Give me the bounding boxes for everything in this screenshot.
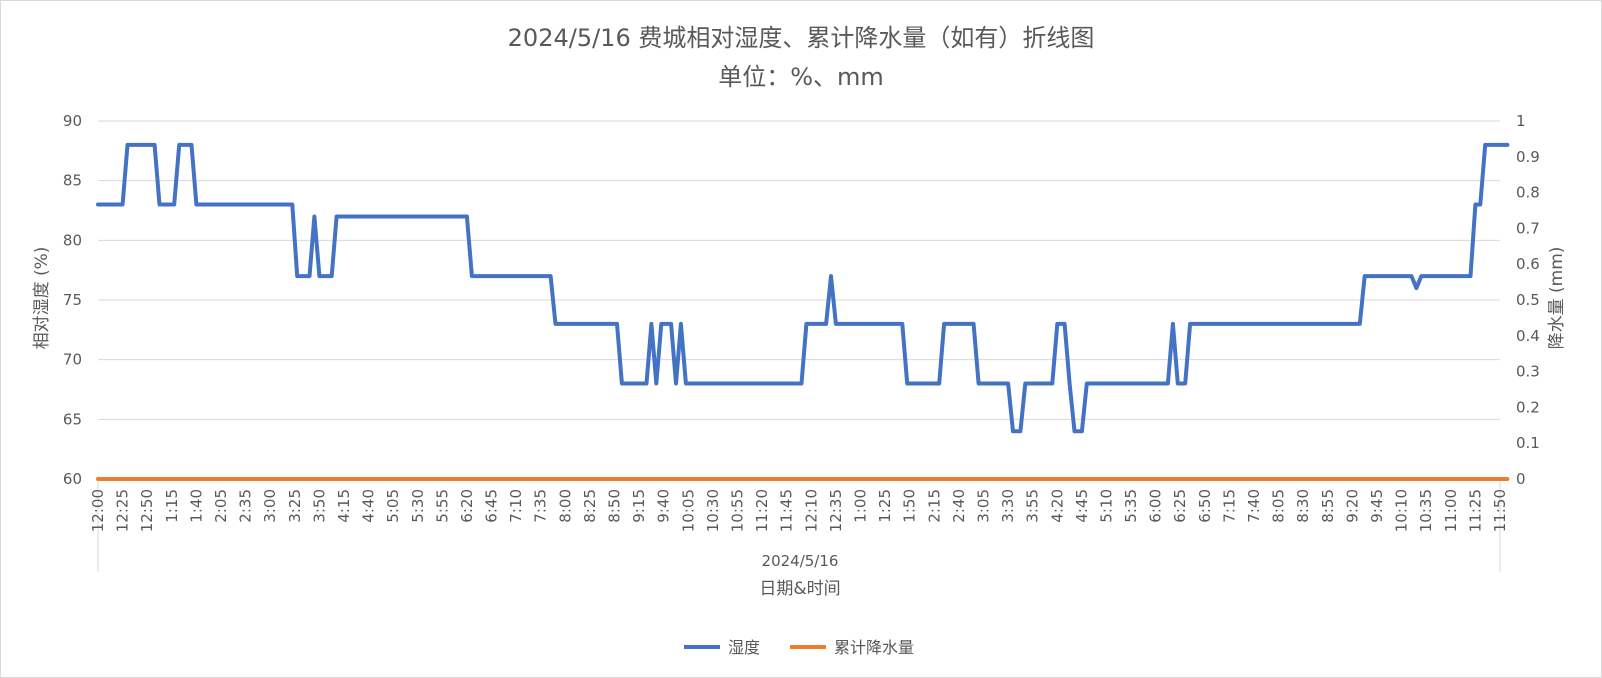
y-right-tick-label: 0.9 xyxy=(1516,148,1540,166)
x-tick-label: 10:55 xyxy=(729,489,747,532)
x-tick-label: 6:50 xyxy=(1196,489,1214,523)
x-tick-label: 10:10 xyxy=(1393,489,1411,532)
y-right-tick-label: 0.8 xyxy=(1516,184,1540,202)
x-tick-label: 3:55 xyxy=(1024,489,1042,523)
y-left-tick-label: 65 xyxy=(63,410,82,428)
chart-subtitle: 单位：%、mm xyxy=(718,63,884,91)
y-right-tick-label: 0.6 xyxy=(1516,255,1540,273)
y-left-tick-label: 75 xyxy=(63,291,82,309)
y-right-tick-label: 0.7 xyxy=(1516,219,1540,237)
x-tick-label: 6:45 xyxy=(483,489,501,523)
x-tick-label: 8:00 xyxy=(556,489,574,523)
series-line-humidity xyxy=(96,142,1510,434)
y-right-tick-label: 0.5 xyxy=(1516,291,1540,309)
x-tick-label: 11:50 xyxy=(1491,489,1509,532)
x-tick-label: 8:25 xyxy=(581,489,599,523)
x-tick-label: 1:40 xyxy=(187,489,205,523)
x-tick-label: 12:25 xyxy=(114,489,132,532)
x-tick-label: 4:15 xyxy=(335,489,353,523)
gridlines xyxy=(98,120,1500,480)
y-left-tick-label: 85 xyxy=(63,172,82,190)
y-right-tick-label: 0.3 xyxy=(1516,363,1540,381)
x-tick-label: 8:30 xyxy=(1294,489,1312,523)
y-right-tick-label: 0.1 xyxy=(1516,434,1540,452)
y-axis-left: 60 65 70 75 80 85 90 xyxy=(63,112,82,488)
x-tick-label: 12:50 xyxy=(138,489,156,532)
x-tick-label: 1:25 xyxy=(876,489,894,523)
x-tick-label: 3:50 xyxy=(310,489,328,523)
x-group-label: 2024/5/16 xyxy=(762,552,839,570)
x-tick-label: 7:35 xyxy=(532,489,550,523)
x-tick-label: 3:30 xyxy=(999,489,1017,523)
series-lines xyxy=(96,142,1510,481)
x-tick-label: 4:40 xyxy=(360,489,378,523)
x-tick-label: 11:45 xyxy=(778,489,796,532)
y-right-tick-label: 0.4 xyxy=(1516,327,1540,345)
x-tick-label: 12:00 xyxy=(89,489,107,532)
x-tick-label: 10:05 xyxy=(679,489,697,532)
x-tick-label: 3:00 xyxy=(261,489,279,523)
legend-label-humidity: 湿度 xyxy=(728,638,760,657)
x-tick-label: 11:20 xyxy=(753,489,771,532)
x-tick-label: 8:05 xyxy=(1270,489,1288,523)
x-tick-label: 7:15 xyxy=(1220,489,1238,523)
x-tick-label: 1:50 xyxy=(901,489,919,523)
x-tick-label: 1:00 xyxy=(851,489,869,523)
x-tick-label: 5:10 xyxy=(1097,489,1115,523)
x-tick-label: 3:25 xyxy=(286,489,304,523)
x-tick-label: 5:55 xyxy=(433,489,451,523)
x-tick-label: 9:15 xyxy=(630,489,648,523)
legend-label-precip: 累计降水量 xyxy=(834,638,914,657)
x-tick-label: 10:35 xyxy=(1417,489,1435,532)
x-axis: 12:00 12:25 12:50 1:15 1:40 2:05 2:35 3:00 3:25 3… xyxy=(89,479,1509,572)
chart-title: 2024/5/16 费城相对湿度、累计降水量（如有）折线图 xyxy=(507,24,1095,52)
x-tick-label: 9:40 xyxy=(655,489,673,523)
x-tick-label: 6:25 xyxy=(1171,489,1189,523)
x-tick-label: 11:25 xyxy=(1466,489,1484,532)
x-tick-label: 12:10 xyxy=(802,489,820,532)
x-tick-label: 4:45 xyxy=(1073,489,1091,523)
y-left-tick-label: 70 xyxy=(63,351,82,369)
x-tick-label: 1:15 xyxy=(163,489,181,523)
x-tick-label: 2:35 xyxy=(237,489,255,523)
x-axis-title: 日期&时间 xyxy=(759,579,840,599)
x-tick-label: 9:45 xyxy=(1368,489,1386,523)
y-axis-right-title: 降水量 (mm) xyxy=(1547,247,1567,350)
x-tick-label: 6:00 xyxy=(1147,489,1165,523)
x-tick-label: 6:20 xyxy=(458,489,476,523)
x-tick-label: 12:35 xyxy=(827,489,845,532)
x-tick-label: 2:40 xyxy=(950,489,968,523)
x-tick-label: 10:30 xyxy=(704,489,722,532)
x-tick-label: 7:10 xyxy=(507,489,525,523)
y-left-tick-label: 90 xyxy=(63,112,82,130)
legend: 湿度 累计降水量 xyxy=(684,638,914,657)
y-right-tick-label: 0 xyxy=(1516,470,1526,488)
x-tick-label: 4:20 xyxy=(1048,489,1066,523)
x-tick-label: 2:15 xyxy=(925,489,943,523)
x-tick-label: 5:30 xyxy=(409,489,427,523)
x-tick-label: 11:00 xyxy=(1442,489,1460,532)
x-tick-label: 7:40 xyxy=(1245,489,1263,523)
x-tick-label: 5:05 xyxy=(384,489,402,523)
x-tick-label: 8:55 xyxy=(1319,489,1337,523)
y-axis-right: 0 0.1 0.2 0.3 0.4 0.5 0.6 0.7 0.8 0.9 1 xyxy=(1516,112,1540,488)
y-right-tick-label: 1 xyxy=(1516,112,1526,130)
x-tick-label: 3:05 xyxy=(974,489,992,523)
y-axis-left-title: 相对湿度 (%) xyxy=(32,247,52,350)
x-tick-label: 5:35 xyxy=(1122,489,1140,523)
x-tick-label: 2:05 xyxy=(212,489,230,523)
y-left-tick-label: 80 xyxy=(63,231,82,249)
y-right-tick-label: 0.2 xyxy=(1516,398,1540,416)
x-tick-label: 9:20 xyxy=(1343,489,1361,523)
y-left-tick-label: 60 xyxy=(63,470,82,488)
x-tick-label: 8:50 xyxy=(606,489,624,523)
